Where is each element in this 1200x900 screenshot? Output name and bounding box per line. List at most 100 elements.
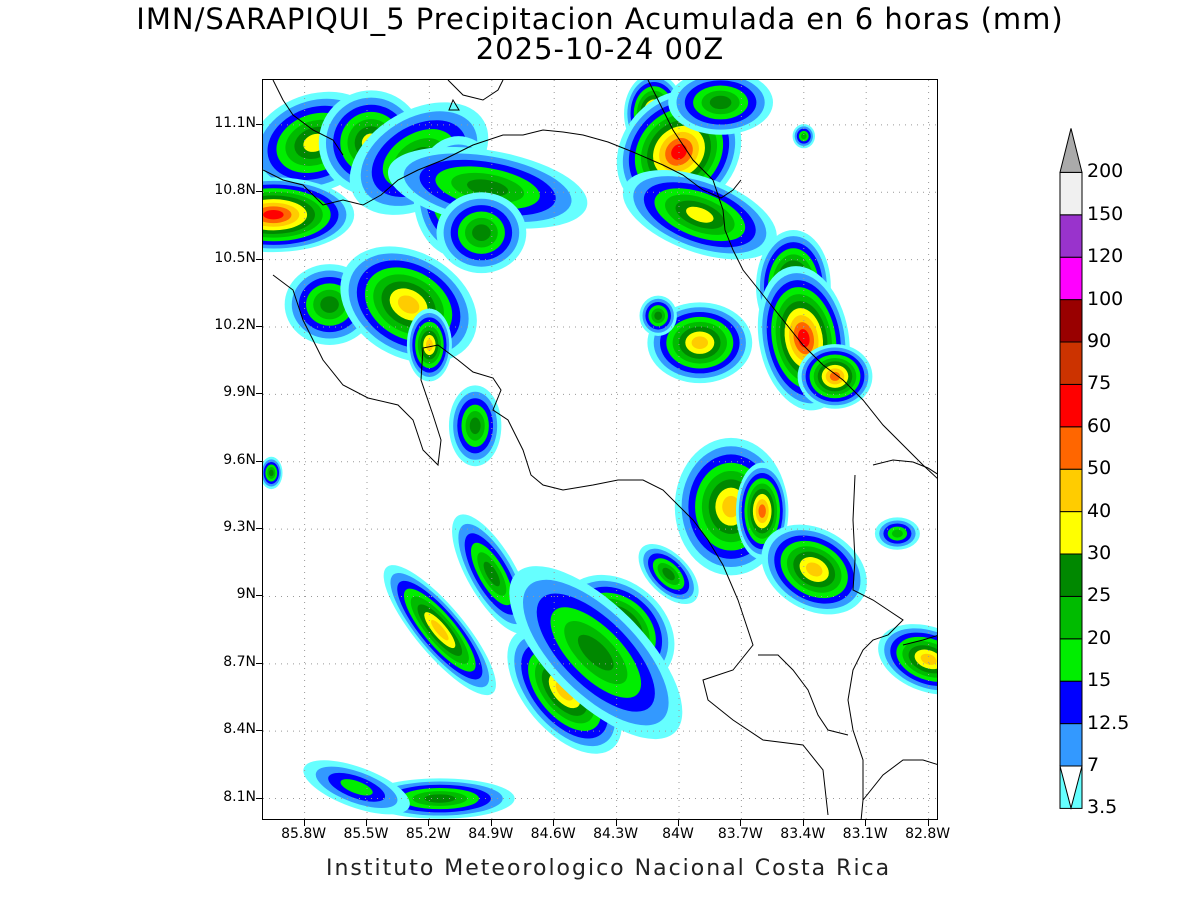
lon-tick-label: 84W: [662, 826, 694, 842]
lat-tick-label: 10.2N: [214, 317, 256, 333]
contour-level-30: [686, 206, 714, 223]
rain-cell: [878, 624, 937, 695]
colorbar-below-arrow: [1059, 765, 1083, 810]
rain-cell: [507, 627, 622, 754]
colorbar-label: 150: [1087, 202, 1124, 225]
lat-tick-label: 9N: [236, 586, 256, 603]
colorbar-box-60: [1059, 383, 1083, 428]
contour-level-40: [555, 680, 574, 701]
colorbar-box-25: [1059, 553, 1083, 597]
rain-cell: [340, 246, 477, 363]
contour-level-25: [424, 794, 456, 803]
contour-level-20: [891, 529, 903, 538]
lon-tick: [615, 820, 617, 826]
colorbar-box-150: [1059, 171, 1083, 216]
rain-cell: [509, 566, 683, 740]
colorbar-label: 60: [1087, 414, 1112, 437]
caribbean-coast: [647, 80, 937, 479]
contour-level-20: [801, 133, 807, 140]
rain-cell: [622, 170, 777, 260]
contour-level-15: [340, 779, 373, 796]
colorbar-label: 200: [1087, 160, 1124, 183]
colorbar-box-30: [1059, 511, 1083, 555]
lon-tick-label: 83.4W: [780, 826, 826, 842]
lon-tick-label: 83.1W: [842, 826, 888, 842]
lat-tick-label: 8.4N: [223, 721, 256, 738]
contour-level-60: [263, 210, 284, 220]
lon-tick: [553, 820, 555, 826]
lat-tick: [256, 326, 262, 327]
contour-level-25: [709, 95, 732, 110]
lon-tick: [428, 820, 430, 826]
contour-level-25: [483, 561, 500, 587]
lat-tick-label: 8.1N: [223, 788, 256, 805]
lon-tick-label: 85.2W: [405, 826, 451, 842]
lon-tick-label: 84.6W: [530, 826, 576, 842]
lat-tick: [256, 730, 262, 732]
lon-tick: [366, 820, 367, 826]
lon-tick-label: 82.8W: [905, 826, 951, 842]
colorbar-label: 20: [1087, 626, 1112, 649]
colorbar-label: 7: [1087, 754, 1100, 776]
colorbar-box-7: [1059, 723, 1083, 767]
rain-cell: [263, 456, 283, 490]
lat-tick-label: 8.7N: [223, 653, 256, 670]
colorbar-label: 30: [1087, 542, 1112, 564]
lon-tick: [927, 820, 929, 826]
colorbar-box-90: [1059, 299, 1083, 343]
lat-tick: [256, 191, 262, 193]
contour-level-40: [431, 619, 449, 641]
lat-tick: [256, 460, 262, 462]
colorbar-box-120: [1059, 214, 1083, 258]
lat-tick-label: 10.5N: [214, 249, 256, 266]
contour-level-25: [577, 634, 614, 671]
rain-cell: [303, 760, 410, 815]
rain-cell: [448, 385, 502, 467]
colorbar-box-50: [1059, 426, 1083, 470]
panama-coast: [862, 459, 937, 801]
map-canvas: [263, 80, 937, 819]
colorbar-box-200: [1059, 128, 1083, 173]
lon-tick: [802, 820, 804, 826]
colorbar-label: 3.5: [1087, 796, 1118, 819]
lat-tick: [256, 258, 262, 260]
lat-tick: [256, 528, 262, 530]
rain-cell: [792, 124, 815, 149]
rain-cell: [639, 295, 677, 336]
colorbar-label: 25: [1087, 584, 1112, 607]
lon-tick: [490, 820, 492, 826]
colorbar-box-100: [1059, 256, 1083, 301]
lon-tick-label: 85.5W: [343, 826, 389, 842]
rain-cell: [668, 80, 773, 135]
contour-level-25: [320, 296, 339, 313]
coastline-borders: [263, 80, 937, 819]
colorbar-label: 100: [1087, 287, 1124, 310]
precipitation-field: [263, 80, 937, 819]
rain-cell: [638, 543, 699, 605]
contour-level-25: [269, 469, 274, 477]
lat-tick-label: 9.3N: [223, 519, 256, 536]
contour-level-40: [722, 495, 740, 518]
colorbar-label: 90: [1087, 330, 1112, 352]
colorbar-boxes: [1059, 128, 1083, 810]
rain-cell: [874, 517, 920, 550]
colorbar-box-15: [1059, 638, 1083, 682]
lon-tick-label: 83.7W: [717, 826, 763, 842]
lon-tick-label: 84.3W: [593, 826, 639, 842]
colorbar-label: 50: [1087, 457, 1112, 480]
lon-tick: [303, 820, 305, 826]
rain-cell: [263, 177, 355, 253]
pacific-coast-nicoya: [272, 274, 709, 541]
map-subtitle: 2025-10-24 00Z: [475, 32, 725, 66]
contour-level-40: [805, 562, 823, 577]
lat-tick: [256, 123, 262, 125]
pacific-coast-south: [702, 539, 849, 816]
lat-tick: [256, 393, 262, 395]
colorbar: [1059, 128, 1083, 810]
contour-level-60: [671, 144, 687, 160]
coastline-north-nicaragua: [263, 129, 742, 206]
map-title: IMN/SARAPIQUI_5 Precipitacion Acumulada …: [136, 2, 1064, 36]
colorbar-label: 120: [1087, 245, 1124, 268]
lon-tick-label: 85.8W: [281, 826, 327, 842]
colorbar-label: 15: [1087, 669, 1112, 692]
